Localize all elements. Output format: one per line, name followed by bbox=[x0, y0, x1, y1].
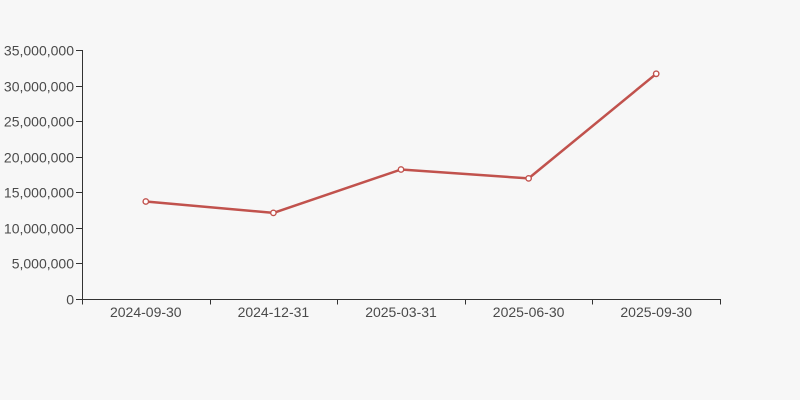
x-axis-tick-label: 2024-12-31 bbox=[238, 304, 310, 320]
y-axis-tick-label: 0 bbox=[66, 292, 74, 308]
y-axis-tick-label: 15,000,000 bbox=[4, 185, 74, 201]
x-axis-tick-label: 2025-09-30 bbox=[620, 304, 692, 320]
data-point-marker[interactable] bbox=[397, 166, 405, 173]
y-axis-tick-label: 30,000,000 bbox=[4, 79, 74, 95]
data-point-marker[interactable] bbox=[142, 198, 150, 205]
y-axis-tick-label: 35,000,000 bbox=[4, 43, 74, 59]
data-point-marker[interactable] bbox=[525, 174, 532, 182]
y-axis-tick-label: 5,000,000 bbox=[12, 256, 74, 272]
x-axis-tick-label: 2025-06-30 bbox=[493, 304, 565, 320]
y-axis-tick-label: 25,000,000 bbox=[4, 114, 74, 130]
x-axis-tick-label: 2025-03-31 bbox=[365, 304, 437, 320]
y-axis-tick-label: 20,000,000 bbox=[4, 150, 74, 166]
x-axis-tick-label: 2024-09-30 bbox=[110, 304, 182, 320]
data-point-marker[interactable] bbox=[269, 209, 277, 217]
series-line bbox=[144, 72, 658, 215]
y-axis-tick-label: 10,000,000 bbox=[4, 221, 74, 237]
data-point-marker[interactable] bbox=[652, 70, 660, 78]
